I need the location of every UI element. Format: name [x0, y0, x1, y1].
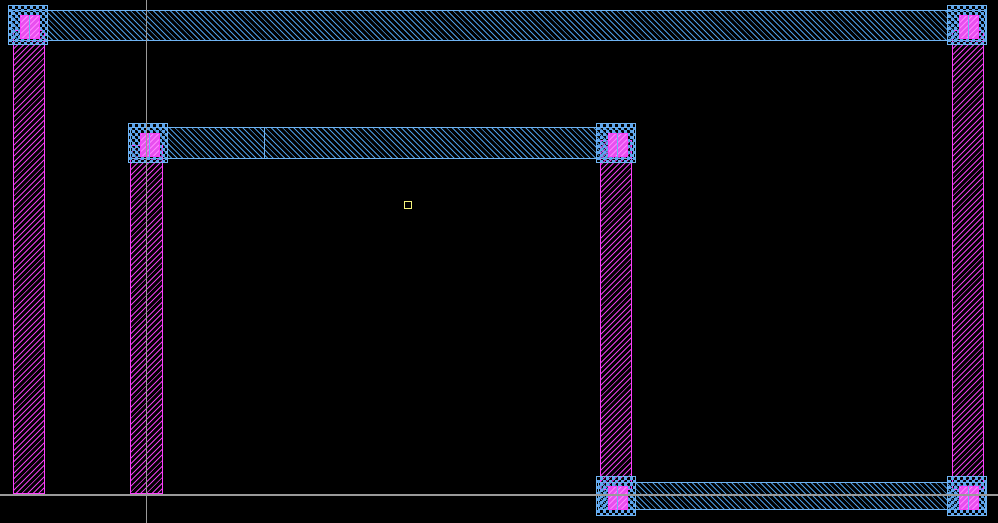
via-mid-left-plug [140, 133, 160, 157]
box-tool-cursor[interactable] [404, 201, 412, 209]
via-top-left-divider [29, 15, 30, 39]
metal1-middle-rail[interactable] [130, 127, 634, 159]
via-mid-left-divider [149, 133, 150, 157]
via-mid-left[interactable] [128, 123, 168, 163]
via-top-right-plug [959, 15, 979, 39]
metal1-middle-rail-seam [264, 127, 265, 159]
via-mid-right-divider [617, 133, 618, 157]
metal2-left-strip[interactable] [13, 30, 45, 494]
via-top-right-divider [968, 15, 969, 39]
via-bottom-middle-divider [617, 486, 618, 510]
origin-axis-vertical [146, 0, 147, 523]
via-mid-right-plug [608, 133, 628, 157]
origin-axis-horizontal [0, 494, 998, 496]
via-mid-right[interactable] [596, 123, 636, 163]
via-bottom-right-plug [959, 486, 979, 510]
via-top-left-plug [20, 15, 40, 39]
metal2-right-strip[interactable] [952, 30, 984, 490]
via-bottom-middle[interactable] [596, 476, 636, 516]
via-bottom-middle-plug [608, 486, 628, 510]
metal1-bottom-rail[interactable] [598, 482, 986, 510]
metal1-top-rail[interactable] [11, 10, 986, 41]
via-top-right[interactable] [947, 5, 987, 45]
metal2-midright-strip[interactable] [600, 140, 632, 490]
via-top-left[interactable] [8, 5, 48, 45]
via-bottom-right-divider [968, 486, 969, 510]
via-bottom-right[interactable] [947, 476, 987, 516]
